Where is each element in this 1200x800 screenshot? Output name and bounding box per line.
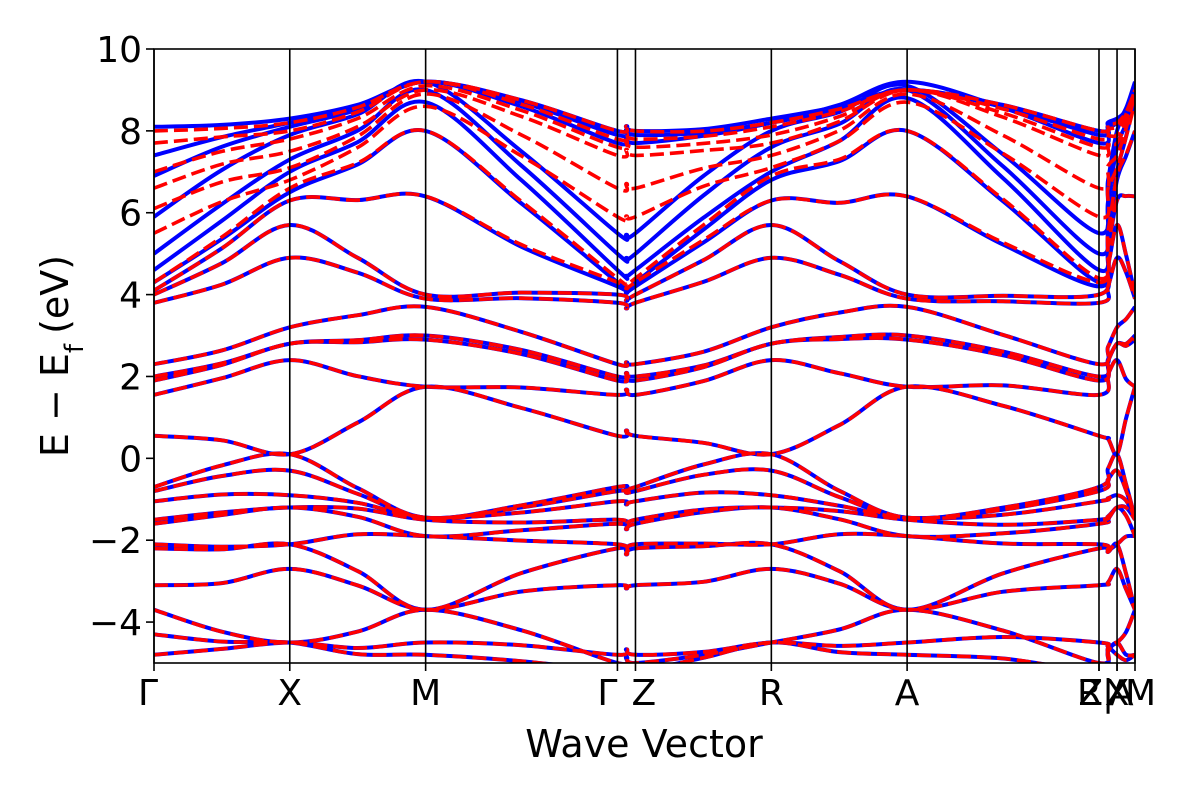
red-dashed-band-11 xyxy=(154,384,1135,457)
red-dashed-band-21 xyxy=(154,92,1135,211)
x-tick-label: R xyxy=(759,673,784,714)
x-axis-label: Wave Vector xyxy=(525,722,763,766)
red-dashed-band-5 xyxy=(154,531,1135,553)
red-dashed-band-0 xyxy=(154,635,1135,662)
x-tick-label: X xyxy=(1105,673,1130,714)
x-axis: Γ X M Γ Z R A ZR|XAM xyxy=(138,663,1156,714)
svg-text:E − Ef(eV): E − Ef (eV) xyxy=(33,255,90,457)
x-tick-label: R| xyxy=(1077,673,1114,714)
x-tick-label: Γ xyxy=(597,673,617,714)
y-tick-label: 6 xyxy=(119,194,142,235)
y-tick-label: −2 xyxy=(89,521,142,562)
x-tick-label: Γ xyxy=(138,673,158,714)
x-tick-label: A xyxy=(895,673,920,714)
blue-solid-band-25 xyxy=(154,79,1135,134)
x-tick-label: A xyxy=(1109,673,1134,714)
y-tick-label: 0 xyxy=(119,439,142,480)
red-dashed-band-2 xyxy=(154,607,1135,663)
y-axis-label-unit: (eV) xyxy=(33,255,77,334)
red-dashed-band-16 xyxy=(154,255,1135,311)
red-dashed-band-15 xyxy=(154,303,1135,368)
x-tick-label: M xyxy=(1125,673,1156,714)
y-tick-label: 2 xyxy=(119,357,142,398)
red-dashed-band-3 xyxy=(154,567,1135,612)
bands-layer xyxy=(154,78,1135,663)
red-dashed-band-23 xyxy=(154,83,1135,174)
y-axis-label-sub: f xyxy=(60,343,90,353)
red-dashed-band-8 xyxy=(154,490,1135,521)
red-dashed-band-17 xyxy=(154,223,1135,303)
red-dashed-band-7 xyxy=(154,504,1135,527)
x-tick-label: Z xyxy=(1078,673,1103,714)
blue-solid-band-21 xyxy=(154,86,1135,264)
y-axis-label: E − Ef (eV) xyxy=(33,255,90,457)
y-tick-label: 8 xyxy=(119,112,142,153)
red-dashed-band-19 xyxy=(154,128,1135,289)
y-tick-label: 10 xyxy=(96,30,142,71)
red-dashed-band-10 xyxy=(154,451,1135,521)
x-tick-label: X xyxy=(277,673,302,714)
y-axis: −4 −2 0 2 4 6 8 10 xyxy=(89,30,154,644)
red-dashed-band-20 xyxy=(154,100,1135,235)
y-tick-label: 4 xyxy=(119,276,142,317)
red-dashed-band-25 xyxy=(154,79,1135,134)
y-axis-label-main: E − E xyxy=(33,353,77,457)
x-tick-label: Z xyxy=(631,673,656,714)
x-tick-label: M xyxy=(410,673,441,714)
y-tick-label: −4 xyxy=(89,603,142,644)
plot-frame xyxy=(153,48,1136,664)
red-dashed-band-6 xyxy=(154,505,1135,539)
